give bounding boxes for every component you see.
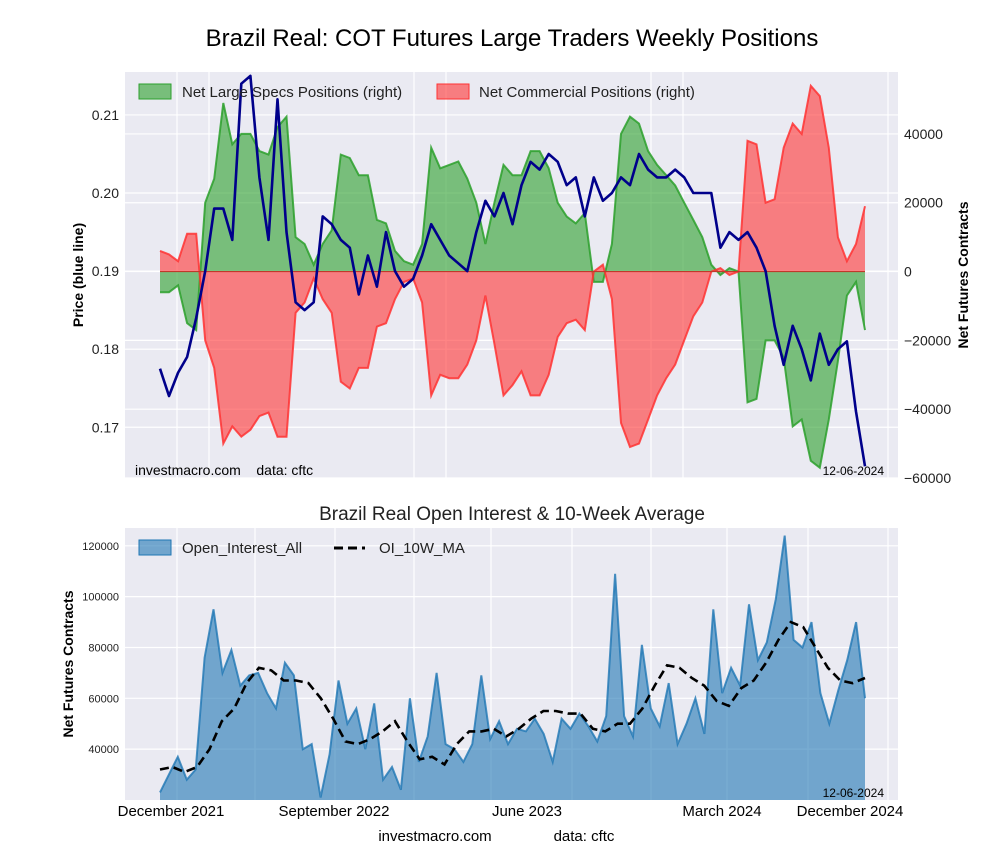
legend-label-open-interest: Open_Interest_All <box>182 540 302 557</box>
price-tick-label: 0.18 <box>92 341 119 357</box>
open-interest-axis-label: Net Futures Contracts <box>60 590 76 737</box>
price-tick-label: 0.20 <box>92 185 119 201</box>
open-interest-chart: Brazil Real Open Interest & 10-Week Aver… <box>60 504 903 820</box>
date-stamp-bottom: 12-06-2024 <box>823 786 885 800</box>
open-interest-area <box>160 535 865 800</box>
specs-line <box>160 102 866 470</box>
legend-label-commercial: Net Commercial Positions (right) <box>479 84 695 101</box>
positions-legend: Net Large Specs Positions (right) Net Co… <box>138 83 695 101</box>
commercial-area <box>160 85 865 448</box>
price-tick-label: 0.19 <box>92 263 119 279</box>
open-interest-legend: Open_Interest_All OI_10W_MA <box>138 539 465 557</box>
open-interest-title: Brazil Real Open Interest & 10-Week Aver… <box>319 504 705 525</box>
price-tick-label: 0.17 <box>92 419 119 435</box>
legend-swatch-open-interest <box>138 539 172 556</box>
footer-data-source: data: cftc <box>554 828 615 845</box>
legend-label-specs: Net Large Specs Positions (right) <box>182 84 402 101</box>
contracts-tick-label: −60000 <box>904 470 951 486</box>
price-line-group <box>158 74 867 467</box>
oi-x-tick-label: June 2023 <box>492 803 562 820</box>
price-axis-ticks: 0.17 0.18 0.19 0.20 0.21 <box>92 107 119 435</box>
oi-tick-label: 120000 <box>82 541 119 553</box>
positions-areas <box>159 83 866 470</box>
oi-tick-label: 60000 <box>88 693 119 705</box>
oi-x-tick-label: December 2024 <box>797 803 904 820</box>
footer-site: investmacro.com <box>378 828 491 845</box>
open-interest-area-group <box>159 535 866 800</box>
contracts-tick-label: −20000 <box>904 332 951 348</box>
contracts-tick-label: −40000 <box>904 401 951 417</box>
oi-tick-label: 80000 <box>88 642 119 654</box>
moving-average-line <box>159 620 866 774</box>
figure-title: Brazil Real: COT Futures Large Traders W… <box>206 25 819 52</box>
open-interest-y-ticks: 40000 60000 80000 100000 120000 <box>82 541 119 756</box>
contracts-tick-label: 40000 <box>904 126 943 142</box>
oi-tick-label: 40000 <box>88 744 119 756</box>
oi-x-tick-label: March 2024 <box>682 803 761 820</box>
price-axis-label: Price (blue line) <box>70 223 86 327</box>
contracts-tick-label: 20000 <box>904 195 943 211</box>
watermark-top: investmacro.com data: cftc <box>135 462 313 478</box>
net-contracts-axis-ticks: −60000 −40000 −20000 0 20000 40000 <box>904 126 951 486</box>
legend-label-ma: OI_10W_MA <box>379 540 465 557</box>
open-interest-line <box>159 535 866 798</box>
oi-x-tick-label: December 2021 <box>118 803 225 820</box>
moving-average-group <box>159 620 866 774</box>
date-stamp-top: 12-06-2024 <box>823 464 885 478</box>
open-interest-x-ticks: December 2021 September 2022 June 2023 Marc… <box>118 803 904 820</box>
price-tick-label: 0.21 <box>92 107 119 123</box>
oi-tick-label: 100000 <box>82 592 119 604</box>
contracts-tick-label: 0 <box>904 264 912 280</box>
commercial-line <box>159 83 866 449</box>
positions-chart: 0.17 0.18 0.19 0.20 0.21 −60000 −40000 −20000 0… <box>70 72 971 486</box>
oi-x-tick-label: September 2022 <box>279 803 390 820</box>
net-contracts-axis-label: Net Futures Contracts <box>955 201 971 348</box>
legend-swatch-specs <box>138 83 172 100</box>
legend-swatch-commercial <box>436 83 470 100</box>
